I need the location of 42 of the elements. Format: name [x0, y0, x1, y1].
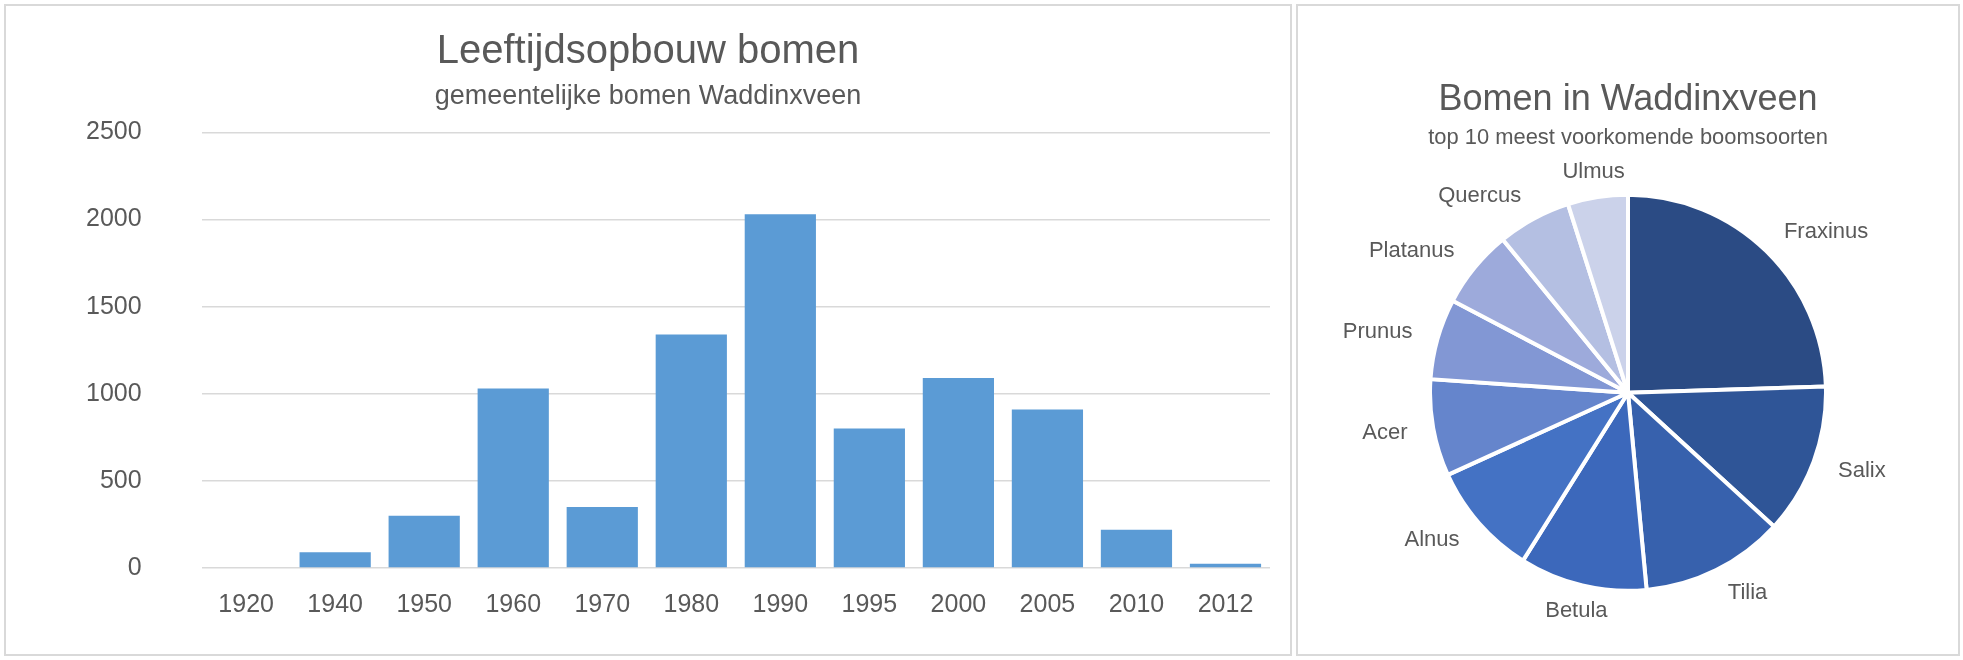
slice-label: Betula [1545, 596, 1609, 622]
bar [833, 428, 905, 568]
bar [922, 378, 994, 568]
bar [655, 334, 727, 568]
bar [299, 552, 371, 568]
x-tick-label: 2012 [1197, 588, 1254, 617]
slice-label: Prunus [1342, 317, 1413, 343]
x-tick-label: 1980 [663, 588, 720, 617]
bar [388, 515, 460, 568]
bar [566, 507, 638, 568]
y-tick-label: 500 [99, 464, 142, 493]
slice-label: Fraxinus [1783, 218, 1869, 243]
x-tick-label: 1990 [752, 588, 809, 617]
slice-label: Salix [1838, 456, 1886, 482]
x-tick-label: 1995 [841, 588, 898, 617]
slice-label: Quercus [1438, 181, 1522, 207]
x-tick-label: 1970 [574, 588, 631, 617]
y-tick-label: 0 [127, 551, 142, 580]
slice-label: Ulmus [1562, 157, 1625, 183]
slice-label: Acer [1362, 418, 1408, 444]
x-tick-label: 1940 [307, 588, 363, 617]
y-tick-label: 1000 [85, 377, 142, 406]
x-tick-label: 1920 [218, 588, 274, 617]
chart-title: Bomen in Waddinxveen [1438, 76, 1818, 118]
bar [1100, 529, 1173, 568]
slice-label: Tilia [1727, 579, 1769, 605]
bar [744, 214, 816, 568]
chart-subtitle: gemeentelijke bomen Waddinxveen [434, 79, 862, 110]
x-tick-label: 2010 [1108, 588, 1165, 617]
slice-label: Platanus [1368, 237, 1455, 263]
x-tick-label: 1950 [396, 588, 453, 617]
y-tick-label: 1500 [85, 290, 142, 319]
chart-title: Leeftijdsopbouw bomen [436, 27, 860, 72]
x-tick-label: 2000 [930, 588, 987, 617]
y-tick-label: 2500 [85, 116, 142, 145]
bar [1011, 409, 1084, 568]
y-tick-label: 2000 [85, 203, 142, 232]
chart-subtitle: top 10 meest voorkomende boomsoorten [1428, 124, 1828, 150]
x-tick-label: 2005 [1019, 588, 1076, 617]
slice-label: Alnus [1404, 526, 1460, 552]
bar [477, 388, 549, 568]
x-tick-label: 1960 [485, 588, 542, 617]
